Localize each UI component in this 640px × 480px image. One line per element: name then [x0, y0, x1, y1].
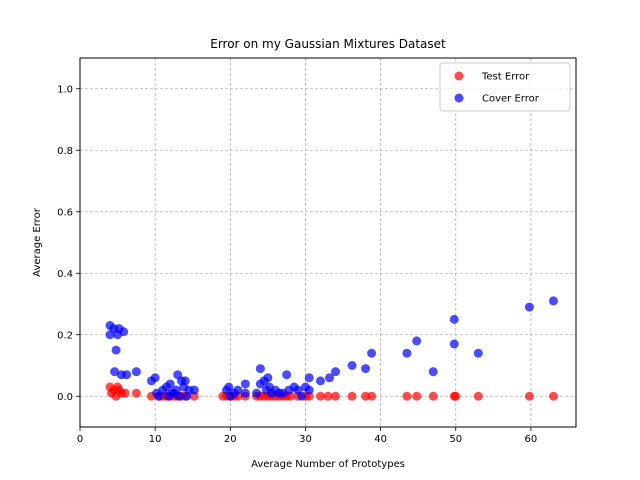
- data-point: [233, 385, 243, 395]
- data-point: [524, 391, 534, 401]
- data-point: [224, 382, 234, 392]
- data-point: [304, 391, 314, 401]
- data-point: [304, 385, 314, 395]
- x-tick-label: 60: [525, 434, 538, 445]
- y-tick-label: 0.2: [57, 330, 73, 341]
- data-point: [182, 391, 192, 401]
- data-point: [240, 388, 250, 398]
- y-tick-label: 0.6: [57, 207, 73, 218]
- x-tick-label: 40: [374, 434, 387, 445]
- y-tick-label: 0.8: [57, 146, 73, 157]
- data-point: [451, 391, 461, 401]
- grid: [79, 58, 576, 427]
- data-point: [315, 376, 325, 386]
- data-point: [111, 345, 121, 355]
- data-point: [449, 314, 459, 324]
- data-point: [167, 388, 177, 398]
- y-tick-label: 0.0: [57, 392, 73, 403]
- data-point: [240, 379, 250, 389]
- legend-marker: [454, 71, 464, 81]
- data-point: [361, 364, 371, 374]
- data-point: [180, 376, 190, 386]
- data-point: [110, 367, 120, 377]
- data-point: [473, 391, 483, 401]
- data-point: [255, 364, 265, 374]
- data-point: [412, 336, 422, 346]
- data-point: [367, 348, 377, 358]
- x-axis-label: Average Number of Prototypes: [251, 459, 405, 470]
- data-point: [189, 391, 199, 401]
- y-tick-label: 0.4: [57, 269, 73, 280]
- chart-title: Error on my Gaussian Mixtures Dataset: [210, 37, 446, 51]
- data-point: [120, 388, 130, 398]
- data-point: [131, 367, 141, 377]
- x-tick-label: 30: [299, 434, 312, 445]
- data-point: [189, 385, 199, 395]
- data-point: [347, 391, 357, 401]
- data-point: [548, 296, 558, 306]
- data-point: [331, 391, 341, 401]
- legend-box: [439, 62, 571, 112]
- x-tick-label: 20: [224, 434, 237, 445]
- data-point: [131, 388, 141, 398]
- data-point: [367, 391, 377, 401]
- data-point: [412, 391, 422, 401]
- data-point: [548, 391, 558, 401]
- data-point: [524, 302, 534, 312]
- legend-label: Cover Error: [482, 94, 540, 105]
- data-point: [473, 348, 483, 358]
- data-point: [331, 367, 341, 377]
- data-point: [402, 348, 412, 358]
- data-point: [282, 370, 292, 380]
- data-point: [347, 361, 357, 370]
- data-point: [150, 373, 160, 383]
- data-point: [119, 327, 129, 337]
- legend-marker: [454, 93, 464, 103]
- data-point: [449, 339, 459, 349]
- data-point: [323, 391, 333, 401]
- axis-ticks: 0 10 20 30 40 50 60 0.0 0.2 0.4 0.6 0.8 1.0: [57, 84, 537, 445]
- data-point: [315, 391, 325, 401]
- data-point: [428, 391, 438, 401]
- legend: Test Error Cover Error: [439, 62, 571, 112]
- data-point: [252, 388, 262, 398]
- y-tick-label: 1.0: [57, 84, 73, 95]
- legend-label: Test Error: [481, 72, 530, 83]
- x-tick-label: 10: [149, 434, 162, 445]
- data-point: [263, 373, 273, 383]
- data-point: [325, 373, 335, 383]
- data-point: [174, 391, 184, 401]
- x-tick-label: 50: [449, 434, 462, 445]
- data-points: [105, 296, 558, 401]
- plot-frame: [79, 57, 577, 428]
- y-axis-label: Average Error: [32, 207, 43, 277]
- x-tick-label: 0: [77, 434, 83, 445]
- data-point: [165, 379, 175, 389]
- data-point: [428, 367, 438, 377]
- data-point: [402, 391, 412, 401]
- data-point: [122, 370, 132, 380]
- data-point: [297, 391, 307, 401]
- data-point: [304, 373, 314, 383]
